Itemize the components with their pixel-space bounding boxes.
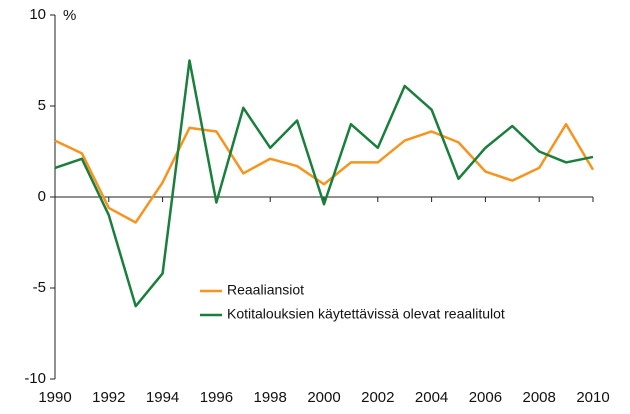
x-tick-label: 2002 [361,389,394,406]
x-tick-label: 2000 [307,389,340,406]
x-tick-label: 2006 [469,389,502,406]
y-tick-label: 0 [38,188,46,205]
x-tick-label: 1994 [146,389,179,406]
x-tick-label: 1998 [254,389,287,406]
series-line [54,122,595,224]
y-tick-label: -5 [33,279,46,296]
x-tick-label: 1992 [92,389,125,406]
y-tick-label: -10 [24,370,46,387]
x-tick-label: 2008 [523,389,556,406]
y-tick-label: 5 [38,97,46,114]
y-unit: % [63,7,76,24]
legend-label: Kotitalouksien käytettävissä olevat reaa… [227,306,505,322]
x-tick-label: 1990 [38,389,71,406]
x-tick-label: 2010 [576,389,609,406]
series-line [54,59,594,308]
x-tick-label: 1996 [200,389,233,406]
x-tick-label: 2004 [415,389,448,406]
legend-label: Reaaliansiot [227,282,304,298]
y-tick-label: 10 [29,6,46,23]
